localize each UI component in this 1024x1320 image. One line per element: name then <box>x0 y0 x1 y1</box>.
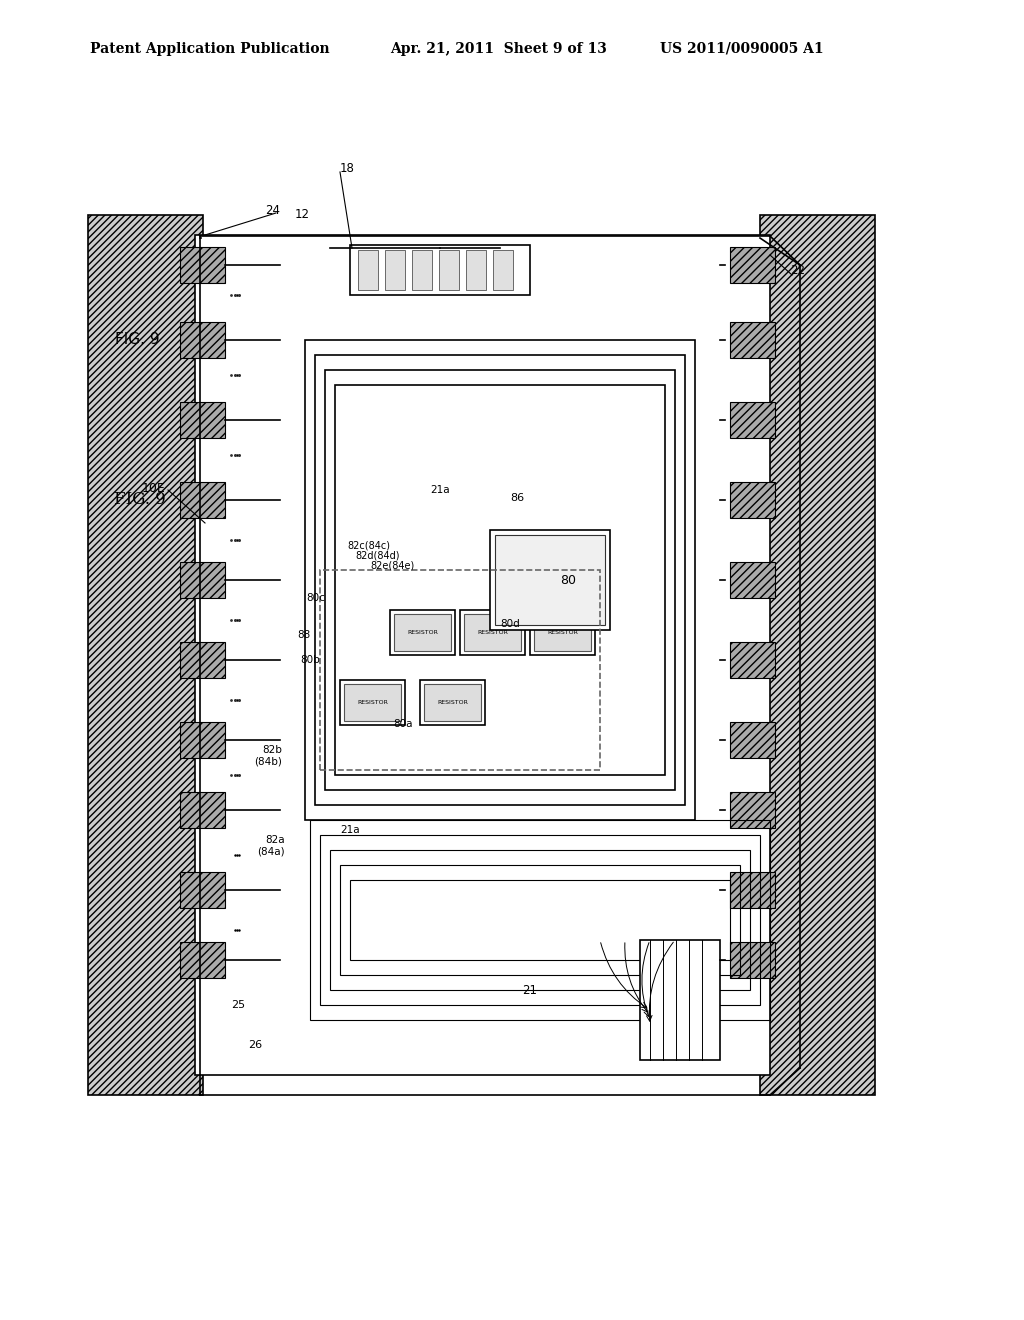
Text: 21a: 21a <box>430 484 450 495</box>
Bar <box>180 322 225 358</box>
Bar <box>335 385 665 775</box>
Bar <box>439 249 459 290</box>
Text: 82a: 82a <box>265 836 285 845</box>
Text: FIG. 9: FIG. 9 <box>114 491 166 508</box>
Bar <box>385 249 406 290</box>
Text: 82d(84d): 82d(84d) <box>355 550 400 560</box>
Text: RESISTOR: RESISTOR <box>437 700 468 705</box>
Text: 21: 21 <box>522 983 538 997</box>
Bar <box>730 873 775 908</box>
Bar <box>88 215 203 1096</box>
Text: 24: 24 <box>265 203 280 216</box>
Text: 82e(84e): 82e(84e) <box>371 561 415 572</box>
Bar <box>180 792 225 828</box>
Bar <box>358 249 378 290</box>
Text: RESISTOR: RESISTOR <box>547 630 578 635</box>
Text: 21a: 21a <box>340 825 359 836</box>
Bar <box>344 684 401 721</box>
Text: 22: 22 <box>790 264 805 276</box>
Bar <box>730 792 775 828</box>
Bar <box>490 531 610 630</box>
Text: 12: 12 <box>295 209 310 222</box>
Bar <box>730 322 775 358</box>
Text: 80c: 80c <box>306 593 325 603</box>
Bar <box>730 942 775 978</box>
Text: 26: 26 <box>248 1040 262 1049</box>
Bar <box>180 942 225 978</box>
Bar <box>412 249 432 290</box>
Bar <box>350 246 530 294</box>
Bar <box>180 642 225 678</box>
Bar <box>340 680 406 725</box>
Text: 86: 86 <box>510 492 524 503</box>
Bar <box>420 680 485 725</box>
Bar <box>730 403 775 438</box>
Bar <box>319 570 600 770</box>
Bar <box>310 820 770 1020</box>
Text: Patent Application Publication: Patent Application Publication <box>90 42 330 55</box>
Bar <box>180 247 225 282</box>
Bar <box>315 355 685 805</box>
Text: 10E: 10E <box>141 482 165 495</box>
Text: FIG. 9: FIG. 9 <box>116 333 160 347</box>
Bar <box>730 722 775 758</box>
Bar <box>760 215 874 1096</box>
Bar <box>195 235 770 1074</box>
Bar <box>530 610 595 655</box>
Bar <box>493 249 513 290</box>
Bar <box>424 684 481 721</box>
Text: RESISTOR: RESISTOR <box>408 630 438 635</box>
Text: 82b: 82b <box>262 744 282 755</box>
Text: 18: 18 <box>340 161 354 174</box>
Text: 80b: 80b <box>300 655 319 665</box>
Text: US 2011/0090005 A1: US 2011/0090005 A1 <box>660 42 823 55</box>
Bar <box>464 614 521 651</box>
Bar <box>534 614 591 651</box>
Bar <box>640 940 720 1060</box>
Text: Apr. 21, 2011  Sheet 9 of 13: Apr. 21, 2011 Sheet 9 of 13 <box>390 42 607 55</box>
Bar <box>730 562 775 598</box>
Bar <box>340 865 740 975</box>
Text: (84a): (84a) <box>257 847 285 857</box>
Bar <box>330 850 750 990</box>
Bar <box>325 370 675 789</box>
Bar <box>180 722 225 758</box>
Text: 80d: 80d <box>500 619 520 630</box>
Bar <box>180 403 225 438</box>
Bar <box>180 482 225 517</box>
Text: (84b): (84b) <box>254 756 282 767</box>
Bar <box>394 614 451 651</box>
Text: 25: 25 <box>231 1001 245 1010</box>
Bar <box>319 836 760 1005</box>
Bar <box>730 642 775 678</box>
Bar <box>730 247 775 282</box>
Text: 88: 88 <box>297 630 310 640</box>
Bar <box>180 873 225 908</box>
Text: 82c(84c): 82c(84c) <box>347 540 390 550</box>
Text: RESISTOR: RESISTOR <box>477 630 508 635</box>
Text: RESISTOR: RESISTOR <box>357 700 388 705</box>
Bar <box>460 610 525 655</box>
Bar <box>180 562 225 598</box>
Bar <box>390 610 455 655</box>
Bar <box>495 535 605 624</box>
Text: 80: 80 <box>560 573 575 586</box>
Bar <box>466 249 486 290</box>
Text: 80a: 80a <box>393 719 413 729</box>
Bar <box>350 880 730 960</box>
Bar <box>730 482 775 517</box>
Bar <box>305 341 695 820</box>
